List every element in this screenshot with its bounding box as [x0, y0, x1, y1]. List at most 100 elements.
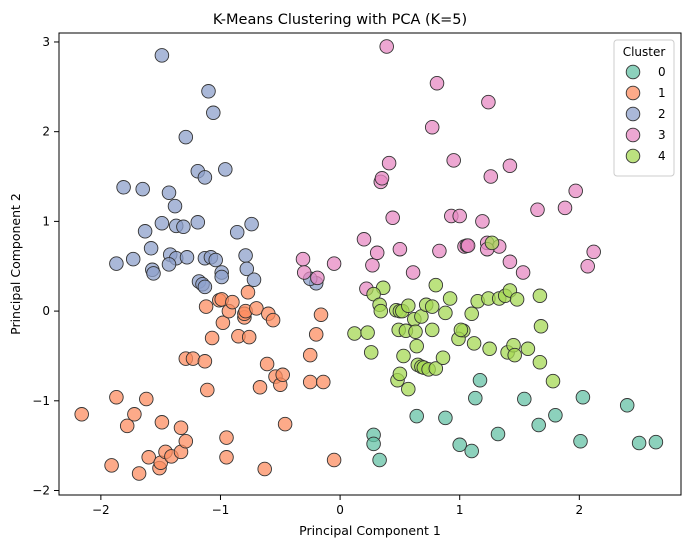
point-cluster-3	[568, 183, 583, 199]
point-cluster-3	[381, 155, 397, 171]
point-cluster-2	[206, 105, 221, 121]
point-cluster-2	[178, 129, 194, 145]
legend-marker-3	[625, 127, 641, 143]
point-cluster-4	[466, 336, 482, 351]
point-cluster-2	[154, 215, 170, 231]
y-axis-ticks: −2 −1 0 1 2 3	[32, 35, 59, 498]
x-axis-ticks: −2 −1 0 1 2	[92, 495, 583, 517]
point-cluster-2	[161, 185, 177, 200]
point-cluster-1	[240, 285, 256, 300]
point-cluster-1	[313, 307, 329, 322]
point-cluster-4	[392, 366, 408, 382]
point-cluster-4	[401, 298, 416, 313]
point-cluster-2	[238, 248, 253, 263]
point-cluster-3	[356, 232, 372, 247]
x-tick-label: 0	[336, 503, 344, 517]
point-cluster-1	[131, 466, 147, 481]
point-cluster-2	[116, 180, 131, 195]
point-cluster-3	[385, 210, 400, 226]
point-cluster-1	[185, 351, 201, 366]
point-cluster-4	[442, 291, 458, 306]
series-cluster-4	[347, 235, 561, 397]
point-cluster-1	[265, 312, 281, 328]
point-cluster-3	[424, 119, 440, 135]
point-cluster-4	[424, 299, 440, 314]
point-cluster-1	[173, 420, 189, 435]
point-cluster-4	[435, 350, 451, 365]
point-cluster-4	[428, 277, 444, 293]
point-cluster-2	[244, 216, 259, 232]
point-cluster-3	[369, 245, 385, 261]
point-cluster-2	[135, 181, 150, 197]
point-cluster-4	[532, 354, 548, 370]
x-axis-label: Principal Component 1	[299, 523, 441, 538]
point-cluster-0	[409, 408, 424, 424]
legend-marker-0	[625, 64, 641, 80]
point-cluster-4	[373, 303, 389, 319]
point-cluster-3	[475, 214, 490, 229]
point-cluster-1	[219, 430, 234, 445]
point-cluster-3	[296, 265, 312, 280]
point-cluster-2	[154, 48, 170, 63]
point-cluster-4	[507, 347, 522, 363]
point-cluster-3	[326, 256, 342, 271]
point-cluster-1	[275, 367, 290, 383]
point-cluster-3	[483, 169, 499, 184]
point-cluster-1	[154, 415, 170, 430]
point-cluster-0	[472, 372, 488, 388]
point-cluster-1	[74, 407, 89, 422]
point-cluster-2	[146, 266, 161, 281]
point-cluster-3	[405, 265, 421, 280]
point-cluster-2	[197, 170, 213, 185]
point-cluster-3	[432, 243, 447, 259]
point-cluster-1	[127, 407, 142, 422]
point-cluster-3	[446, 153, 461, 168]
point-cluster-1	[249, 301, 264, 316]
point-cluster-1	[259, 356, 275, 372]
point-cluster-0	[438, 410, 453, 426]
point-cluster-2	[143, 241, 159, 256]
legend: Cluster 0 1 2 3 4	[613, 39, 675, 177]
point-cluster-3	[429, 75, 445, 91]
series-cluster-1	[74, 285, 342, 481]
point-cluster-1	[326, 452, 342, 468]
point-cluster-1	[141, 450, 156, 465]
y-tick-label: 0	[42, 304, 50, 318]
point-cluster-2	[109, 256, 124, 271]
point-cluster-3	[515, 265, 531, 280]
point-cluster-1	[139, 391, 154, 407]
y-tick-label: 2	[42, 125, 50, 139]
point-cluster-4	[484, 235, 500, 251]
point-cluster-4	[545, 373, 561, 389]
point-cluster-3	[481, 94, 496, 110]
point-cluster-3	[295, 251, 311, 267]
point-cluster-3	[557, 200, 573, 216]
point-cluster-1	[109, 389, 124, 405]
legend-label-2: 2	[658, 107, 666, 121]
point-cluster-4	[424, 322, 440, 338]
point-cluster-3	[580, 258, 595, 274]
point-cluster-0	[575, 389, 591, 405]
point-cluster-0	[548, 407, 563, 423]
point-cluster-3	[460, 238, 476, 253]
legend-marker-1	[625, 85, 641, 101]
point-cluster-2	[137, 224, 153, 239]
point-cluster-0	[468, 390, 483, 406]
point-cluster-4	[438, 305, 453, 321]
point-cluster-4	[453, 322, 469, 338]
point-cluster-4	[482, 341, 497, 357]
point-cluster-2	[214, 269, 229, 285]
point-cluster-4	[396, 348, 411, 364]
y-tick-label: −1	[32, 394, 50, 408]
x-tick-label: 1	[456, 503, 464, 517]
point-cluster-2	[190, 215, 206, 230]
point-cluster-1	[178, 433, 194, 449]
point-cluster-1	[225, 294, 240, 310]
y-tick-label: −2	[32, 484, 50, 498]
point-cluster-2	[176, 219, 191, 235]
point-cluster-0	[366, 436, 381, 452]
point-cluster-3	[374, 171, 390, 186]
chart-title: K-Means Clustering with PCA (K=5)	[213, 12, 467, 28]
point-cluster-0	[490, 426, 506, 442]
